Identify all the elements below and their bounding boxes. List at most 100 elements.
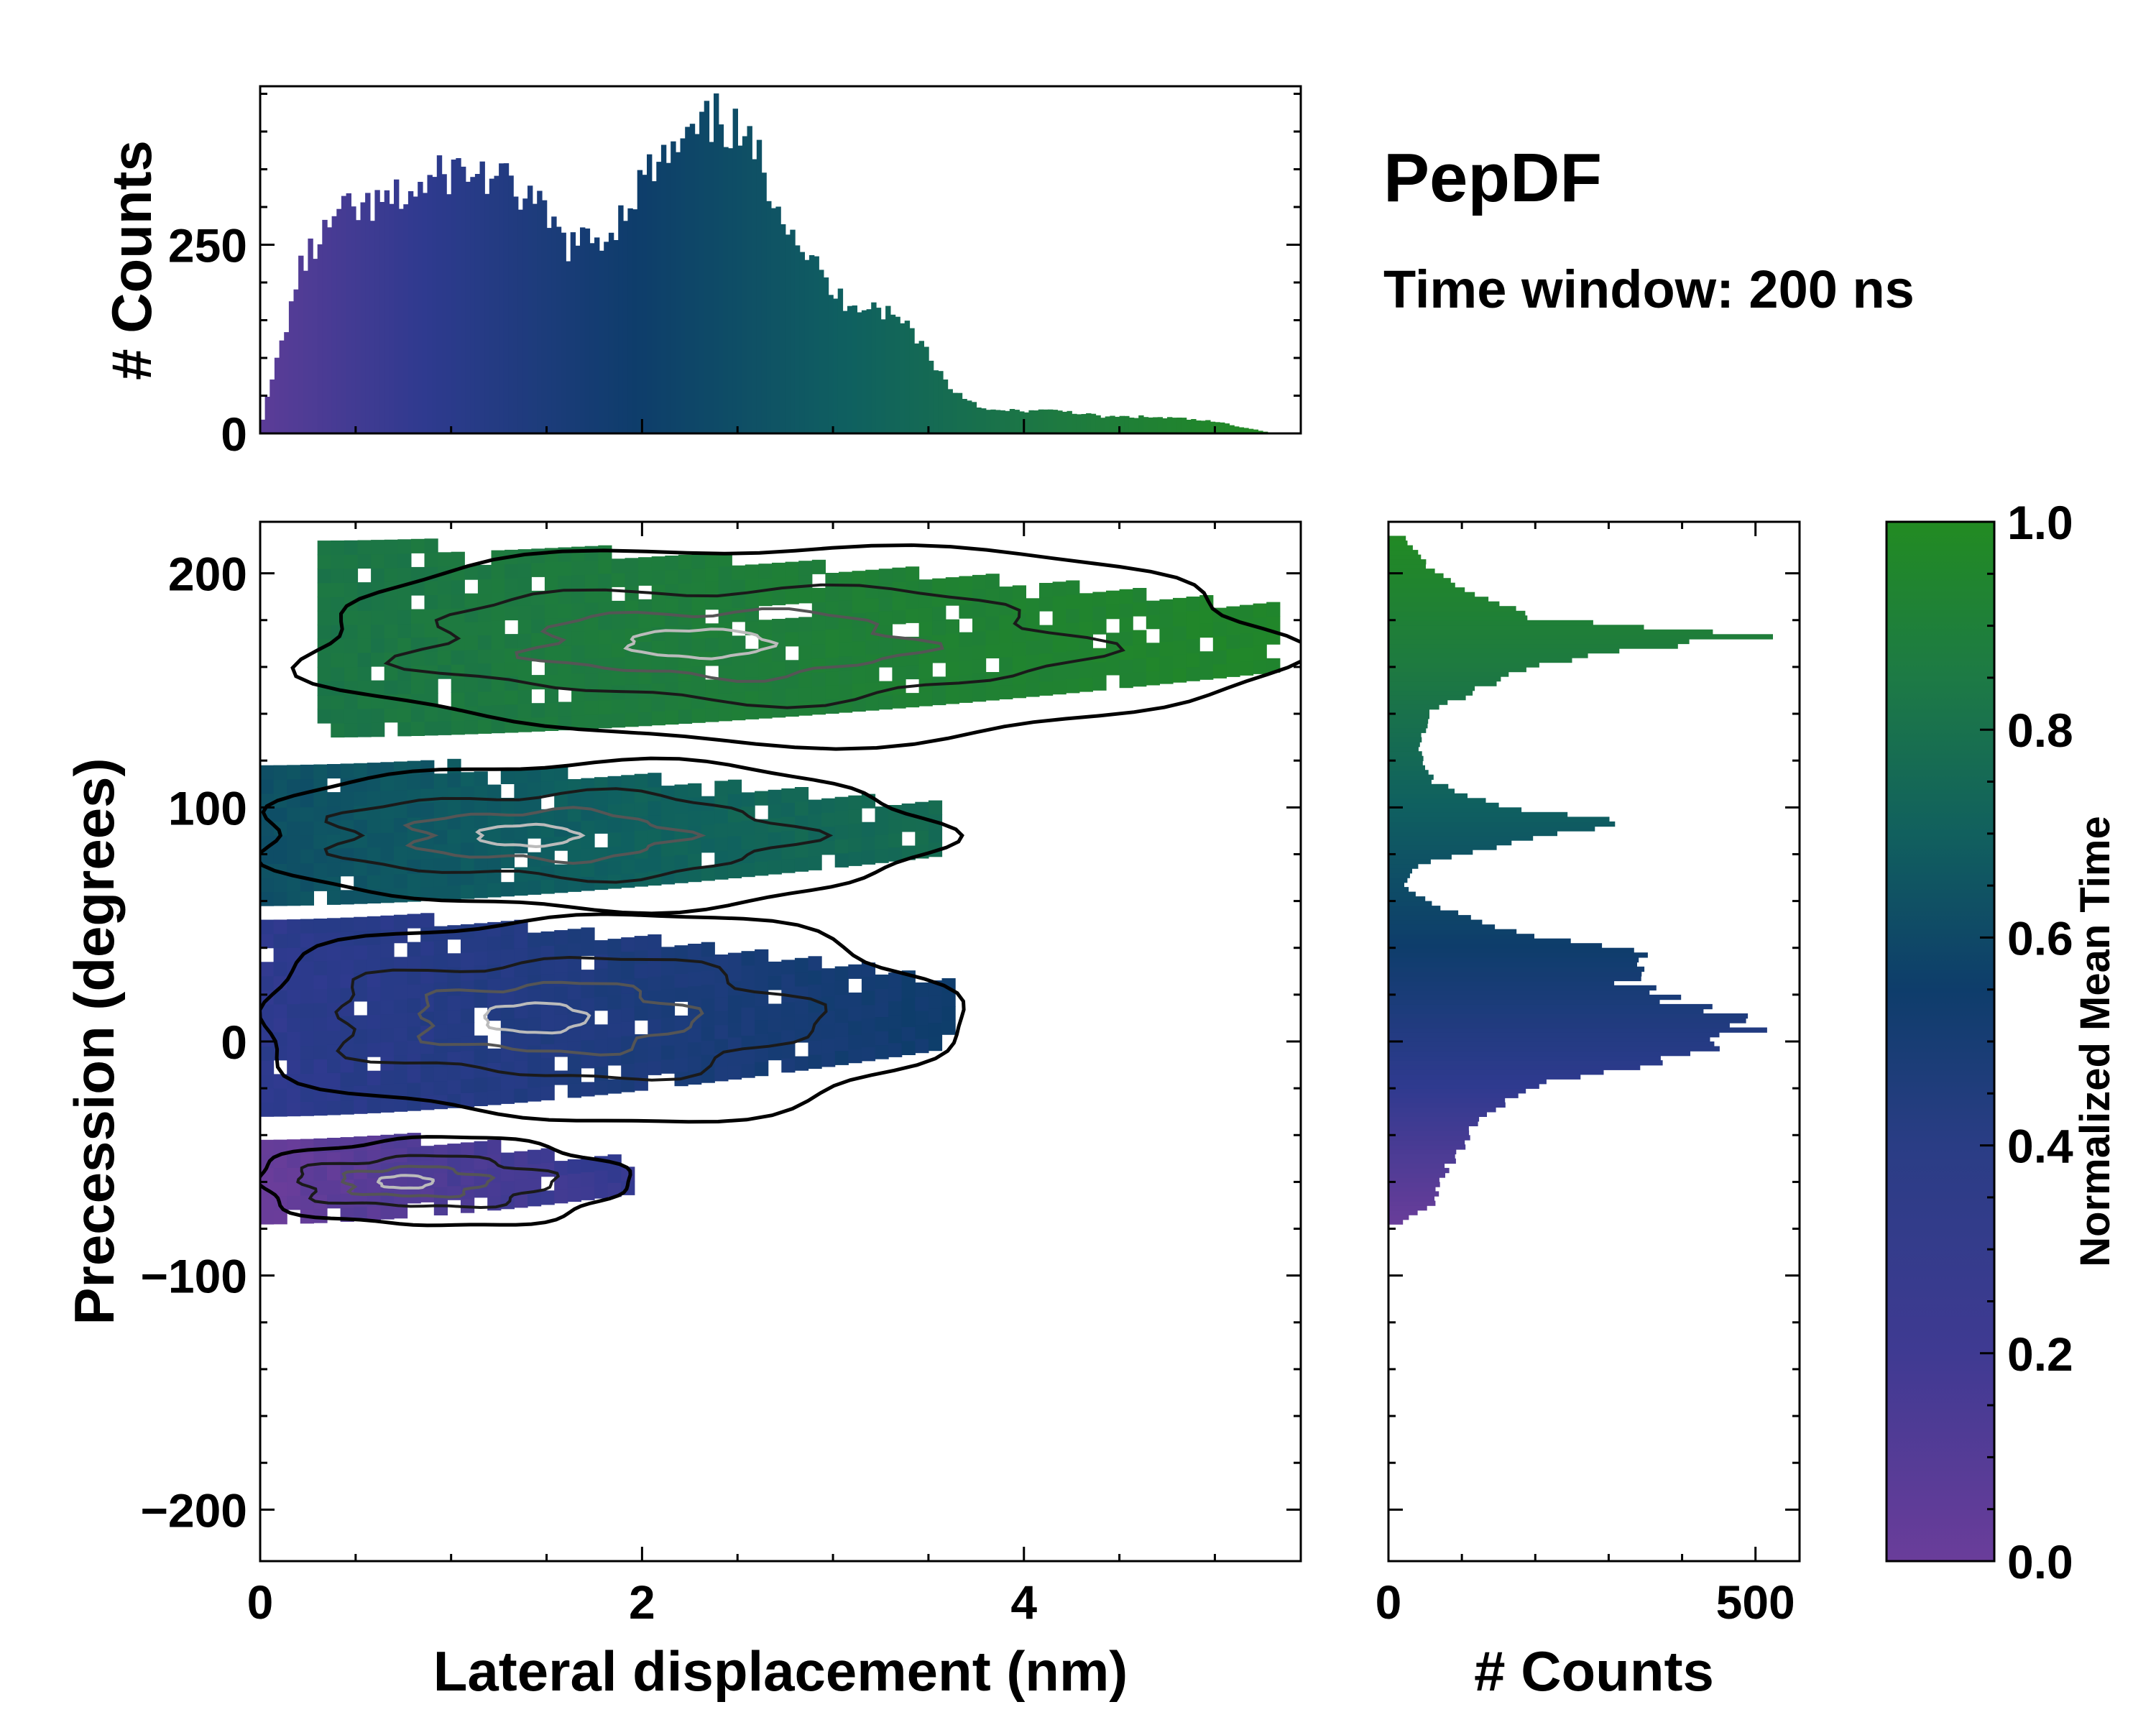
top-histogram-bar bbox=[957, 392, 963, 433]
heatmap-cell bbox=[500, 977, 515, 992]
heatmap-cell bbox=[300, 764, 314, 779]
heatmap-cell bbox=[1119, 603, 1133, 618]
heatmap-cell bbox=[505, 690, 519, 705]
heatmap-cell bbox=[340, 862, 354, 877]
top-histogram-bar bbox=[885, 305, 891, 433]
heatmap-cell bbox=[273, 877, 287, 892]
top-histogram-bar bbox=[1138, 415, 1144, 433]
heatmap-cell bbox=[688, 1056, 702, 1071]
heatmap-cell bbox=[344, 568, 359, 583]
heatmap-cell bbox=[932, 691, 946, 706]
top-histogram-bar bbox=[351, 206, 356, 433]
heatmap-cell bbox=[540, 809, 555, 824]
heatmap-cell bbox=[794, 1000, 809, 1015]
heatmap-cell bbox=[741, 1063, 755, 1078]
heatmap-cell bbox=[313, 1016, 328, 1031]
heatmap-cell bbox=[505, 578, 519, 593]
heatmap-cell bbox=[287, 989, 301, 1004]
heatmap-cell bbox=[447, 885, 461, 900]
top-histogram-bar bbox=[279, 340, 285, 433]
heatmap-cell bbox=[834, 811, 849, 826]
heatmap-cell bbox=[357, 666, 372, 681]
heatmap-cell bbox=[260, 849, 275, 864]
heatmap-cell bbox=[313, 1166, 328, 1181]
heatmap-cell bbox=[727, 863, 742, 878]
heatmap-cell bbox=[447, 857, 461, 872]
right-histogram-bar bbox=[1388, 755, 1424, 761]
heatmap-cell bbox=[410, 566, 425, 581]
heatmap-cell bbox=[781, 1030, 796, 1045]
right-histogram-bar bbox=[1388, 1070, 1604, 1075]
heatmap-cell bbox=[517, 577, 532, 592]
heatmap-cell bbox=[407, 1012, 421, 1027]
heatmap-cell bbox=[865, 696, 880, 711]
heatmap-cell bbox=[571, 630, 586, 645]
heatmap-cell bbox=[433, 1080, 448, 1095]
heatmap-cell bbox=[1119, 673, 1133, 689]
right-histogram-bar bbox=[1388, 934, 1534, 939]
heatmap-cell bbox=[384, 553, 398, 569]
heatmap-cell bbox=[487, 1048, 502, 1063]
heatmap-cell bbox=[407, 803, 421, 818]
heatmap-cell bbox=[1173, 626, 1187, 641]
heatmap-cell bbox=[727, 1036, 742, 1052]
top-histogram-bar bbox=[1238, 427, 1245, 433]
top-histogram-bar bbox=[1072, 413, 1077, 433]
heatmap-cell bbox=[794, 857, 809, 872]
heatmap-cell bbox=[915, 1024, 929, 1039]
top-histogram-bar bbox=[1119, 415, 1125, 433]
heatmap-cell bbox=[918, 593, 933, 608]
heatmap-cell bbox=[567, 929, 581, 944]
right-histogram-bar bbox=[1388, 1116, 1480, 1122]
heatmap-cell bbox=[848, 809, 862, 824]
heatmap-cell bbox=[451, 594, 465, 609]
heatmap-cell bbox=[607, 1023, 622, 1038]
heatmap-cell bbox=[354, 1071, 368, 1086]
heatmap-cell bbox=[878, 695, 893, 710]
heatmap-cell bbox=[621, 993, 635, 1008]
heatmap-cell bbox=[1173, 668, 1187, 683]
heatmap-cell bbox=[500, 798, 515, 813]
heatmap-cell bbox=[1159, 669, 1174, 684]
heatmap-cell bbox=[714, 954, 729, 970]
heatmap-cell bbox=[554, 930, 568, 945]
heatmap-cell bbox=[260, 1046, 275, 1061]
heatmap-cell bbox=[794, 972, 809, 987]
heatmap-cell bbox=[781, 845, 796, 860]
heatmap-cell bbox=[972, 574, 987, 589]
right-histogram-bar bbox=[1388, 966, 1645, 972]
heatmap-cell bbox=[394, 957, 408, 972]
heatmap-cell bbox=[464, 621, 479, 636]
heatmap-cell bbox=[474, 813, 488, 828]
top-histogram-bar bbox=[384, 190, 390, 433]
heatmap-cell bbox=[367, 930, 381, 945]
heatmap-cell bbox=[861, 1032, 876, 1047]
heatmap-cell bbox=[424, 580, 438, 595]
heatmap-cell bbox=[260, 1195, 275, 1210]
heatmap-cell bbox=[768, 1003, 782, 1018]
heatmap-cell bbox=[531, 632, 545, 648]
heatmap-cell bbox=[906, 566, 920, 581]
top-histogram-bar bbox=[1100, 418, 1106, 433]
heatmap-cell bbox=[313, 988, 328, 1003]
heatmap-cell bbox=[438, 720, 452, 735]
heatmap-cell bbox=[718, 678, 732, 694]
heatmap-cell bbox=[1240, 632, 1254, 648]
heatmap-cell bbox=[433, 1200, 448, 1215]
heatmap-cell bbox=[367, 1014, 381, 1029]
right-histogram-bar bbox=[1388, 947, 1634, 953]
heatmap-cell bbox=[1106, 604, 1120, 620]
heatmap-cell bbox=[1226, 634, 1240, 649]
right-histogram-bar bbox=[1388, 887, 1409, 893]
heatmap-cell bbox=[531, 619, 545, 634]
right-histogram-bar bbox=[1388, 802, 1499, 809]
top-histogram-bar bbox=[737, 145, 743, 433]
heatmap-cell bbox=[344, 722, 359, 737]
heatmap-cell bbox=[861, 850, 876, 865]
heatmap-cell bbox=[665, 640, 679, 655]
heatmap-cell bbox=[660, 960, 676, 975]
heatmap-cell bbox=[433, 1067, 448, 1082]
top-histogram-bar bbox=[1153, 417, 1158, 433]
top-y-tick-label: 250 bbox=[168, 219, 247, 272]
heatmap-cell bbox=[584, 630, 599, 645]
